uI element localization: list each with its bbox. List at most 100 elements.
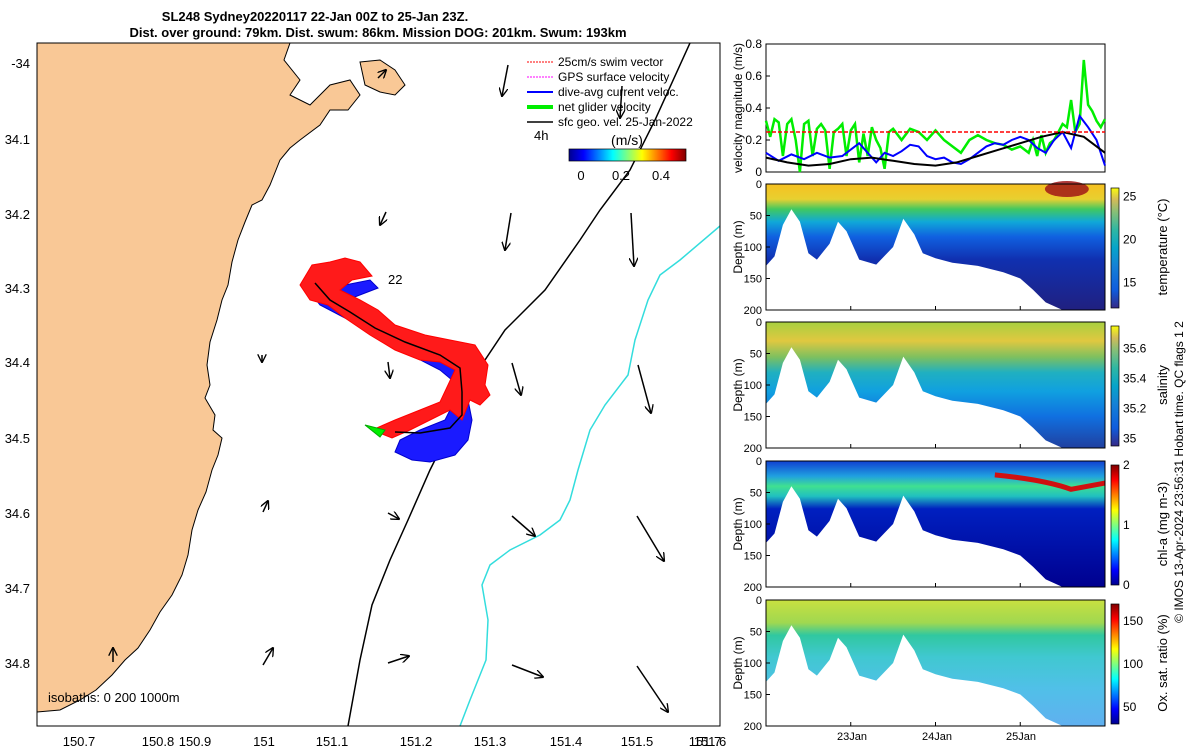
geo-arrow [378, 70, 386, 78]
time-x-tick: 23Jan [837, 731, 867, 743]
glider-swim-vectors [299, 257, 491, 439]
series-line-dive-avg-current-veloc- [765, 113, 1106, 166]
map-y-tick: 34.8 [5, 656, 30, 671]
velocity-panel: 0 0.2 0.4 0.6 0.8 velocity magnitude (m/s) [731, 37, 1107, 179]
depth-y-tick: 100 [744, 519, 762, 531]
geo-arrow [636, 515, 664, 561]
depth-ylabel: Depth (m) [731, 358, 745, 411]
colorbar-tick: 100 [1123, 657, 1143, 671]
map-y-tick: 34.5 [5, 431, 30, 446]
map-x-tick: 150.7 [63, 734, 96, 749]
geo-arrow [380, 211, 386, 225]
velocity-y-ticks: 0 0.2 0.4 0.6 0.8 [745, 37, 770, 179]
section-data [766, 600, 1105, 726]
legend-label-swim: 25cm/s swim vector [558, 55, 663, 69]
colorbar-label: chl-a (mg m-3) [1155, 482, 1170, 567]
map-y-tick: 34.1 [5, 132, 30, 147]
map-x-tick: 151 [253, 734, 275, 749]
colorbar-tick: 35.2 [1123, 402, 1147, 416]
glider-net-track [314, 282, 463, 434]
geo-arrow [388, 361, 390, 378]
day-label: 22 [388, 272, 402, 287]
depth-y-tick: 100 [744, 380, 762, 392]
legend-label-net: net glider velocity [558, 100, 651, 114]
geo-arrow [387, 513, 399, 519]
geo-arrow [511, 515, 535, 536]
velocity-ylabel: velocity magnitude (m/s) [731, 43, 745, 173]
geo-arrow [502, 64, 509, 96]
map-x-tick: 151.1 [316, 734, 349, 749]
depth-ylabel: Depth (m) [731, 636, 745, 689]
map-x-tick: 151.4 [550, 734, 583, 749]
depth-y-tick: 200 [744, 305, 762, 317]
time-x-tick: 24Jan [922, 731, 952, 743]
depth-y-tick: 200 [744, 721, 762, 733]
map-x-tick: 151.5 [621, 734, 654, 749]
glider-net-velocity [364, 424, 386, 438]
chl-maximum [994, 472, 1106, 492]
depth-y-tick: 150 [744, 412, 762, 424]
depth-y-tick: 150 [744, 551, 762, 563]
depth-y-tick: 100 [744, 242, 762, 254]
depth-y-tick: 200 [744, 443, 762, 455]
time-x-tick: 25Jan [1006, 731, 1036, 743]
depth-y-tick: 150 [744, 274, 762, 286]
depth-ylabel: Depth (m) [731, 497, 745, 550]
colorbar-label: temperature (°C) [1155, 199, 1170, 296]
geo-arrow [262, 648, 273, 666]
map-frame [36, 42, 721, 727]
map-x-tick: 150.9 [179, 734, 212, 749]
depth-y-tick: 200 [744, 582, 762, 594]
map-x-tick: 151.3 [474, 734, 507, 749]
section-colorbar [1110, 325, 1120, 447]
map-colorbar: (m/s) 0 0.2 0.4 [568, 132, 687, 183]
map-y-tick: 34.2 [5, 207, 30, 222]
section-data [766, 322, 1105, 448]
depth-panel-2: 0 50 100 150 200 Depth (m) 35.6 35.4 35.2 35 salin… [731, 317, 1170, 455]
velocity-plot-area [765, 43, 1106, 173]
map-x-tick: 150.8 [142, 734, 175, 749]
colorbar-tick: 0 [577, 168, 584, 183]
velocity-y-tick: 0.8 [745, 37, 762, 51]
velocity-y-tick: 0.2 [745, 133, 762, 147]
geo-arrow [620, 85, 622, 118]
depth-ylabel: Depth (m) [731, 220, 745, 273]
depth-y-tick: 50 [750, 211, 762, 223]
section-colorbar [1110, 187, 1120, 309]
colorbar-tick: 0.4 [652, 168, 670, 183]
legend-label-geo: sfc geo. vel. 25-Jan-2022 [558, 115, 693, 129]
colorbar-label: Ox. sat. ratio (%) [1155, 614, 1170, 712]
colorbar-tick: 35 [1123, 432, 1137, 446]
map-legend: 25cm/s swim vector GPS surface velocity … [527, 55, 693, 143]
geo-arrow [636, 665, 668, 712]
section-colorbar [1110, 464, 1120, 586]
colorbar-tick: 25 [1123, 190, 1137, 204]
colorbar-tick: 15 [1123, 275, 1137, 289]
colorbar-tick: 35.6 [1123, 342, 1147, 356]
series-line-sfc-geo-vel- [765, 130, 1106, 167]
map-x-tick: 151.6 [694, 734, 727, 749]
geo-arrow [505, 212, 512, 250]
depth-y-tick: 150 [744, 690, 762, 702]
map-panel: 150.7 150.8 150.9 151 151.1 151.2 151.3 … [5, 42, 727, 749]
colorbar-unit-label: (m/s) [611, 132, 643, 148]
colorbar-tick: 0.2 [612, 168, 630, 183]
section-colorbar [1110, 603, 1120, 725]
geo-arrow [511, 362, 521, 395]
map-y-tick: 34.6 [5, 506, 30, 521]
isobath-1000m [459, 225, 720, 726]
velocity-y-tick: 0.6 [745, 69, 762, 83]
legend-label-gps: GPS surface velocity [558, 70, 669, 84]
depth-y-tick: 50 [750, 627, 762, 639]
geo-arrow [637, 364, 651, 413]
colorbar-gradient [568, 148, 687, 162]
geo-arrow [387, 656, 409, 664]
map-y-tick: -34 [11, 56, 30, 71]
colorbar-label: salinity [1155, 365, 1170, 405]
time-marker-label: 4h [534, 128, 548, 143]
colorbar-tick: 150 [1123, 614, 1143, 628]
depth-panel-3: 0 50 100 150 200 Depth (m) 2 1 0 chl-a (mg m-3) [731, 456, 1170, 594]
